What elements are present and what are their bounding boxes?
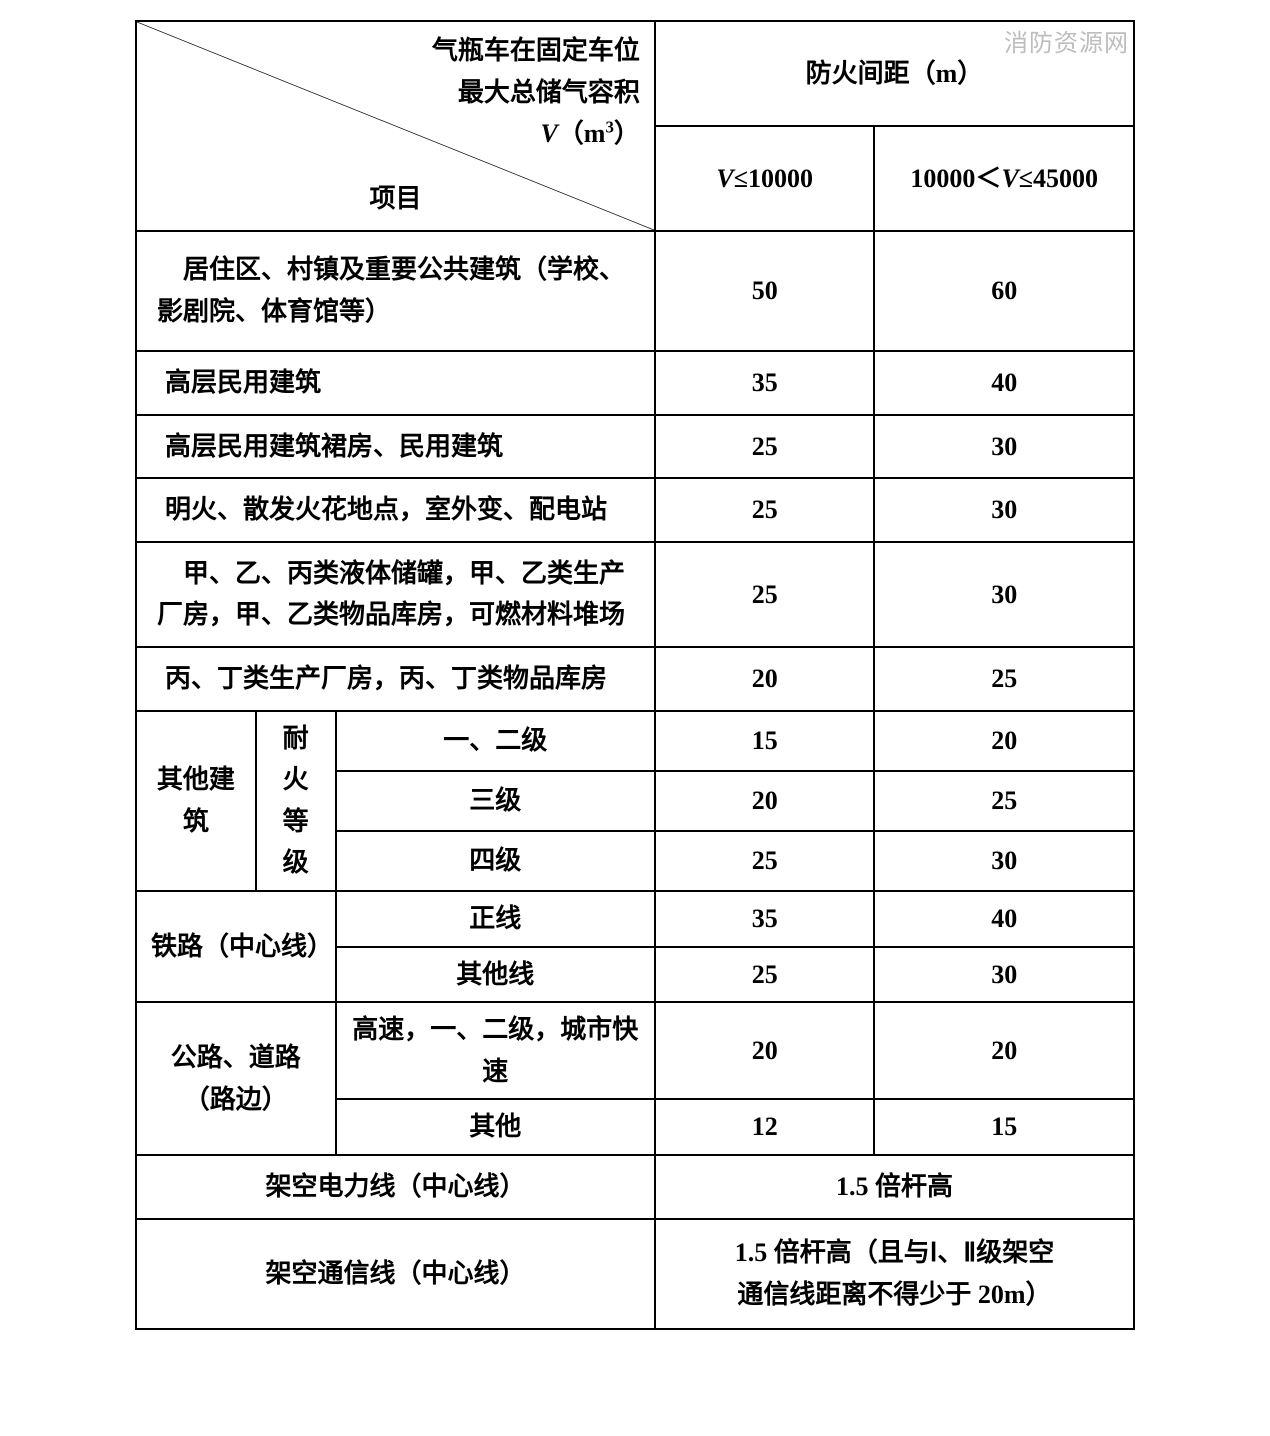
row-val-a: 12 [655,1099,875,1155]
diag-bottom: 项目 [137,178,654,220]
row-label: 架空电力线（中心线） [136,1155,655,1219]
group-label: 其他建筑 [136,711,256,891]
row-val-b: 20 [874,1002,1134,1099]
row-val-b: 15 [874,1099,1134,1155]
diag-top-l3: V（m3） [540,119,639,148]
table-row: 公路、道路 （路边） 高速，一、二级，城市快速 20 20 [136,1002,1134,1099]
table-row: 高层民用建筑 35 40 [136,351,1134,415]
header-row-1: 气瓶车在固定车位 最大总储气容积 V（m3） 项目 防火间距（m） [136,21,1134,126]
row-label: 四级 [336,831,655,891]
row-val-merged: 1.5 倍杆高 [655,1155,1134,1219]
row-val-a: 20 [655,647,875,711]
table-row: 丙、丁类生产厂房，丙、丁类物品库房 20 25 [136,647,1134,711]
table-row: 甲、乙、丙类液体储罐，甲、乙类生产厂房，甲、乙类物品库房，可燃材料堆场 25 3… [136,542,1134,647]
row-val-b: 30 [874,947,1134,1003]
row-label: 正线 [336,891,655,947]
row-val-a: 25 [655,831,875,891]
row-val-b: 30 [874,478,1134,542]
row-val-b: 30 [874,542,1134,647]
header-col-a: V≤10000 [655,126,875,231]
row-val-b: 30 [874,831,1134,891]
row-val-a: 20 [655,771,875,831]
table-row: 居住区、村镇及重要公共建筑（学校、影剧院、体育馆等） 50 60 [136,231,1134,351]
row-label: 高层民用建筑裙房、民用建筑 [136,415,655,479]
row-val-b: 30 [874,415,1134,479]
row-val-b: 25 [874,771,1134,831]
row-label: 甲、乙、丙类液体储罐，甲、乙类生产厂房，甲、乙类物品库房，可燃材料堆场 [136,542,655,647]
row-val-a: 25 [655,542,875,647]
row-label: 其他 [336,1099,655,1155]
row-val-a: 25 [655,478,875,542]
table-row: 高层民用建筑裙房、民用建筑 25 30 [136,415,1134,479]
table-row: 架空通信线（中心线） 1.5 倍杆高（且与Ⅰ、Ⅱ级架空 通信线距离不得少于 20… [136,1219,1134,1329]
row-val-b: 25 [874,647,1134,711]
row-label: 其他线 [336,947,655,1003]
table-row: 架空电力线（中心线） 1.5 倍杆高 [136,1155,1134,1219]
header-col-b: 10000＜V≤45000 [874,126,1134,231]
row-label: 架空通信线（中心线） [136,1219,655,1329]
row-val-merged: 1.5 倍杆高（且与Ⅰ、Ⅱ级架空 通信线距离不得少于 20m） [655,1219,1134,1329]
group-label: 铁路（中心线） [136,891,336,1002]
row-label: 居住区、村镇及重要公共建筑（学校、影剧院、体育馆等） [136,231,655,351]
row-val-a: 25 [655,947,875,1003]
table-row: 铁路（中心线） 正线 35 40 [136,891,1134,947]
table-row: 其他建筑 耐火等级 一、二级 15 20 [136,711,1134,771]
row-label: 三级 [336,771,655,831]
row-val-a: 25 [655,415,875,479]
diag-top-l2: 最大总储气容积 [458,78,640,107]
row-val-a: 20 [655,1002,875,1099]
group-label: 公路、道路 （路边） [136,1002,336,1155]
row-label: 一、二级 [336,711,655,771]
row-label: 明火、散发火花地点，室外变、配电站 [136,478,655,542]
diagonal-header: 气瓶车在固定车位 最大总储气容积 V（m3） 项目 [136,21,655,231]
row-val-a: 35 [655,891,875,947]
group-sublabel: 耐火等级 [256,711,336,891]
row-val-b: 40 [874,351,1134,415]
row-val-a: 15 [655,711,875,771]
table-row: 明火、散发火花地点，室外变、配电站 25 30 [136,478,1134,542]
row-val-b: 20 [874,711,1134,771]
row-label: 丙、丁类生产厂房，丙、丁类物品库房 [136,647,655,711]
row-label: 高速，一、二级，城市快速 [336,1002,655,1099]
table-container: 消防资源网 气瓶车在固定车位 最大总储气容积 V（m3） 项目 防火间距 [135,20,1135,1330]
fire-distance-table: 气瓶车在固定车位 最大总储气容积 V（m3） 项目 防火间距（m） V≤1000… [135,20,1135,1330]
diag-top-l1: 气瓶车在固定车位 [432,36,640,65]
row-val-b: 40 [874,891,1134,947]
row-val-a: 50 [655,231,875,351]
header-merged: 防火间距（m） [655,21,1134,126]
row-label: 高层民用建筑 [136,351,655,415]
row-val-b: 60 [874,231,1134,351]
row-val-a: 35 [655,351,875,415]
